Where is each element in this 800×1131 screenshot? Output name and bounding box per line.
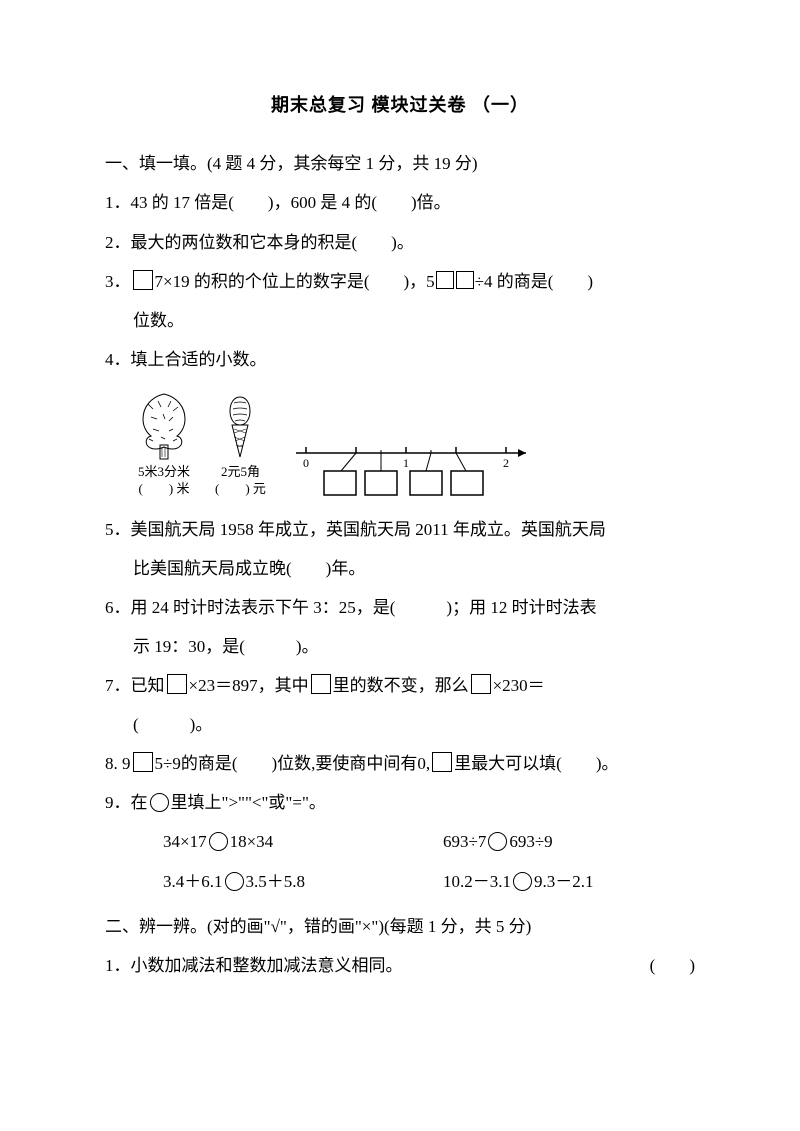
question-6: 6．用 24 时计时法表示下午 3：25，是( )；用 12 时计时法表 <box>105 588 695 627</box>
s2-q1-text: 1．小数加减法和整数加减法意义相同。 <box>105 956 403 975</box>
question-5: 5．美国航天局 1958 年成立，英国航天局 2011 年成立。英国航天局 <box>105 510 695 549</box>
q3-text-d: 位数。 <box>105 301 695 340</box>
q7-text-d: ×230＝ <box>493 676 545 695</box>
blank-box <box>436 271 454 289</box>
q5-line2: 比美国航天局成立晚( )年。 <box>105 549 695 588</box>
question-3: 3． 7×19 的积的个位上的数字是( )，5 ÷4 的商是( ) <box>105 262 695 301</box>
tree-figure: 5米3分米 ( ) 米 <box>133 389 195 498</box>
question-8: 8. 9 5÷9的商是( )位数,要使商中间有0, 里最大可以填( )。 <box>105 744 695 783</box>
question-2: 2．最大的两位数和它本身的积是( )。 <box>105 223 695 262</box>
section-2-header: 二、辨一辨。(对的画"√"，错的画"×")(每题 1 分，共 5 分) <box>105 907 695 946</box>
q9-compare-row-2: 3.4＋6.1 3.5＋5.8 10.2－3.1 9.3－2.1 <box>105 862 695 901</box>
question-7: 7．已知 ×23＝897，其中 里的数不变，那么 ×230＝ <box>105 666 695 705</box>
q7-text-a: 7．已知 <box>105 676 165 695</box>
cone-figure: 2元5角 ( ) 元 <box>215 389 266 498</box>
q7-text-b: ×23＝897，其中 <box>189 676 309 695</box>
blank-box <box>133 752 153 772</box>
q9-c1b: 18×34 <box>230 832 274 851</box>
cone-label-1: 2元5角 <box>221 464 260 481</box>
q9-text-b: 里填上">""<"或"="。 <box>171 793 326 812</box>
q9-text-a: 9．在 <box>105 793 148 812</box>
q9-c2a: 693÷7 <box>443 832 486 851</box>
q9-c4b: 9.3－2.1 <box>534 872 594 891</box>
question-4: 4．填上合适的小数。 <box>105 340 695 379</box>
blank-circle <box>513 872 532 891</box>
q3-text-c: ÷4 的商是( ) <box>475 272 593 291</box>
blank-box <box>311 674 331 694</box>
q7-line2: ( )。 <box>105 705 695 744</box>
question-4-figures: 5米3分米 ( ) 米 2元5角 ( ) 元 0 1 2 <box>105 389 695 498</box>
blank-box <box>471 674 491 694</box>
q3-text-a: 3． <box>105 272 131 291</box>
icecream-icon <box>220 389 260 464</box>
blank-box <box>456 271 474 289</box>
blank-box <box>167 674 187 694</box>
cone-label-2: ( ) 元 <box>215 481 266 498</box>
q9-c3a: 3.4＋6.1 <box>163 872 223 891</box>
question-1: 1．43 的 17 倍是( )，600 是 4 的( )倍。 <box>105 183 695 222</box>
blank-circle <box>225 872 244 891</box>
blank-box <box>432 752 452 772</box>
q9-compare-row-1: 34×17 18×34 693÷7 693÷9 <box>105 822 695 861</box>
svg-text:0: 0 <box>303 456 309 470</box>
svg-text:1: 1 <box>403 456 409 470</box>
q6-line2: 示 19：30，是( )。 <box>105 627 695 666</box>
q3-text-b: 7×19 的积的个位上的数字是( )，5 <box>155 272 435 291</box>
section2-q1: 1．小数加减法和整数加减法意义相同。 ( ) <box>105 946 695 985</box>
question-9: 9．在 里填上">""<"或"="。 <box>105 783 695 822</box>
q9-c1a: 34×17 <box>163 832 207 851</box>
numberline-figure: 0 1 2 <box>286 423 536 498</box>
q7-text-c: 里的数不变，那么 <box>333 676 469 695</box>
svg-text:2: 2 <box>503 456 509 470</box>
tree-icon <box>133 389 195 464</box>
q9-c3b: 3.5＋5.8 <box>246 872 306 891</box>
blank-box <box>133 270 153 290</box>
section-1-header: 一、填一填。(4 题 4 分，其余每空 1 分，共 19 分) <box>105 144 695 183</box>
tree-label-1: 5米3分米 <box>138 464 190 481</box>
tree-label-2: ( ) 米 <box>139 481 190 498</box>
blank-circle <box>488 832 507 851</box>
s2-q1-paren: ( ) <box>678 946 695 985</box>
q8-text-a: 8. 9 <box>105 754 131 773</box>
page-title: 期末总复习 模块过关卷 （一） <box>105 85 695 126</box>
q8-text-c: 里最大可以填( )。 <box>454 754 618 773</box>
q9-c2b: 693÷9 <box>509 832 552 851</box>
q9-c4a: 10.2－3.1 <box>443 872 511 891</box>
blank-circle <box>150 793 169 812</box>
blank-circle <box>209 832 228 851</box>
number-line: 0 1 2 <box>286 423 536 498</box>
q8-text-b: 5÷9的商是( )位数,要使商中间有0, <box>155 754 431 773</box>
